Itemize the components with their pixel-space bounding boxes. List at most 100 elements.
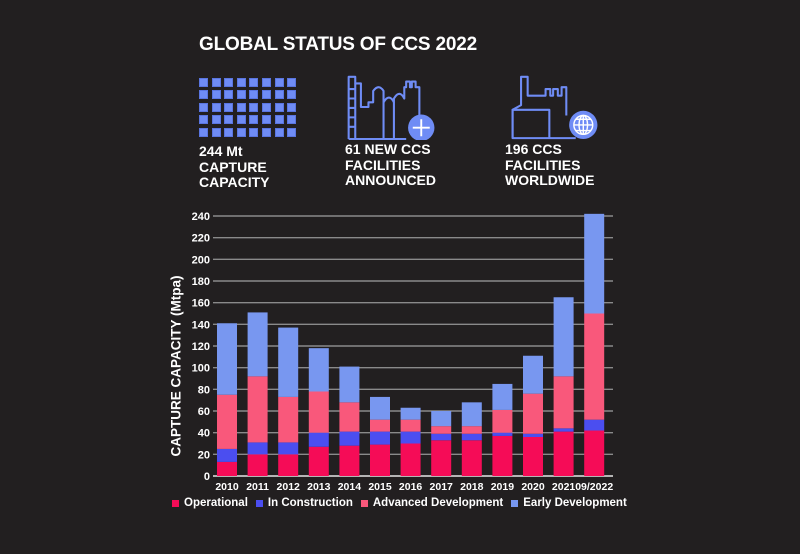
stat-capture-capacity-text: 244 Mt CAPTURE CAPACITY [199,143,296,191]
bar-segment-advanced-development [339,402,360,432]
bar-segment-operational [461,440,482,476]
bar-segment-in-construction [461,433,482,441]
legend-item-early-development: Early Development [511,497,627,509]
bar-segment-operational [400,443,421,476]
stat-total-facilities-text: 196 CCS FACILITIES WORLDWIDE [505,141,605,189]
bar-segment-operational [247,454,268,476]
bar-segment-advanced-development [278,396,299,443]
bar-segment-operational [523,437,543,476]
bar-segment-early-development [553,297,574,377]
bar-segment-early-development [461,402,482,427]
factory-plus-icon [347,75,435,140]
grid-square [287,102,297,112]
bar-segment-operational [339,445,360,476]
bar-segment-operational [278,454,299,476]
y-tick-label: 0 [204,471,210,483]
bar-segment-operational [492,435,513,476]
bar-segment-early-development [523,355,543,394]
bar-segment-in-construction [492,432,513,436]
bar-segment-early-development [400,407,421,420]
grid-square [249,78,259,87]
y-tick-label: 80 [198,384,210,396]
y-tick-label: 160 [192,298,210,310]
bar-segment-advanced-development [584,313,605,420]
legend: Operational In Construction Advanced Devel… [172,497,635,509]
grid-square [236,90,246,100]
y-tick-label: 60 [198,406,210,418]
stat-line: FACILITIES [505,156,581,173]
bar-segment-early-development [308,348,329,392]
bar-segment-operational [217,461,237,476]
y-tick-label: 220 [192,233,210,245]
stat-line: CAPACITY [199,174,270,190]
infographic-title: GLOBAL STATUS OF CCS 2022 [199,34,477,55]
legend-label: Advanced Development [372,497,504,509]
y-tick-labels: 0 20 40 60 80 100 120 140 160 180 200 220 240 [192,211,210,483]
x-tick-label: 2020 [521,481,545,493]
legend-swatch [511,499,519,507]
legend-item-advanced-development: Advanced Development [360,497,504,509]
grid-square [211,127,221,137]
bar-segment-in-construction [217,448,237,462]
bar-segment-in-construction [523,433,543,437]
grid-square [287,115,297,125]
grid-square [287,78,297,87]
y-tick-label: 20 [198,449,210,461]
legend-swatch [172,499,179,507]
bar-segment-early-development [584,213,605,314]
bar-segment-advanced-development [461,426,482,434]
legend-swatch [360,499,368,507]
legend-swatch [255,499,263,507]
grid-square [249,115,259,125]
grid-square [261,102,271,112]
x-tick-label: 2018 [460,481,484,493]
bar-segment-in-construction [431,433,452,441]
grid-square [274,78,284,87]
bar-segment-advanced-development [217,394,237,449]
grid-squares-icon [199,78,297,138]
bar-segment-in-construction [370,431,390,445]
grid-square [249,127,259,137]
stat-capture-capacity: 244 Mt CAPTURE CAPACITY [199,74,297,191]
bar-segment-operational [431,440,452,476]
x-tick-label: 2011 [246,481,269,493]
bar-segment-advanced-development [492,409,513,433]
bar-segment-in-construction [553,428,574,432]
grid-square [236,102,246,112]
bar-segment-early-development [247,312,268,377]
grid-square [274,102,284,112]
bar-segment-early-development [492,383,513,410]
x-tick-label: 2010 [215,481,239,493]
grid-square [224,90,234,100]
x-tick-label: 2013 [307,481,331,493]
bar-segment-operational [370,444,390,476]
x-tick-label: 2015 [368,481,392,493]
grid-square [274,127,284,137]
legend-label: Operational [184,497,248,509]
stat-line: FACILITIES [345,156,421,173]
bar-segment-operational [584,430,605,476]
grid-square [211,102,221,112]
x-tick-label: 09/2022 [575,481,613,493]
grid-square [224,102,234,112]
bar-segment-advanced-development [431,426,452,434]
bar-segment-in-construction [339,431,360,446]
bar-segment-operational [553,431,574,476]
y-tick-label: 240 [192,211,210,223]
bar-segment-in-construction [247,442,268,455]
stat-line: CAPTURE [199,158,267,175]
stat-line: 61 NEW CCS [345,141,431,157]
stat-line: 244 Mt [199,143,243,159]
grid-square [261,115,271,125]
bar-segment-early-development [217,323,237,395]
bar-segment-early-development [339,366,360,403]
grid-square [211,78,221,87]
grid-square [199,115,208,125]
x-tick-label: 2021 [552,481,576,493]
stat-new-facilities: 61 NEW CCS FACILITIES ANNOUNCED [345,74,440,189]
grid-square [224,127,234,137]
bar-segment-advanced-development [308,391,329,433]
grid-square [199,90,208,100]
bar-segment-early-development [370,396,390,420]
